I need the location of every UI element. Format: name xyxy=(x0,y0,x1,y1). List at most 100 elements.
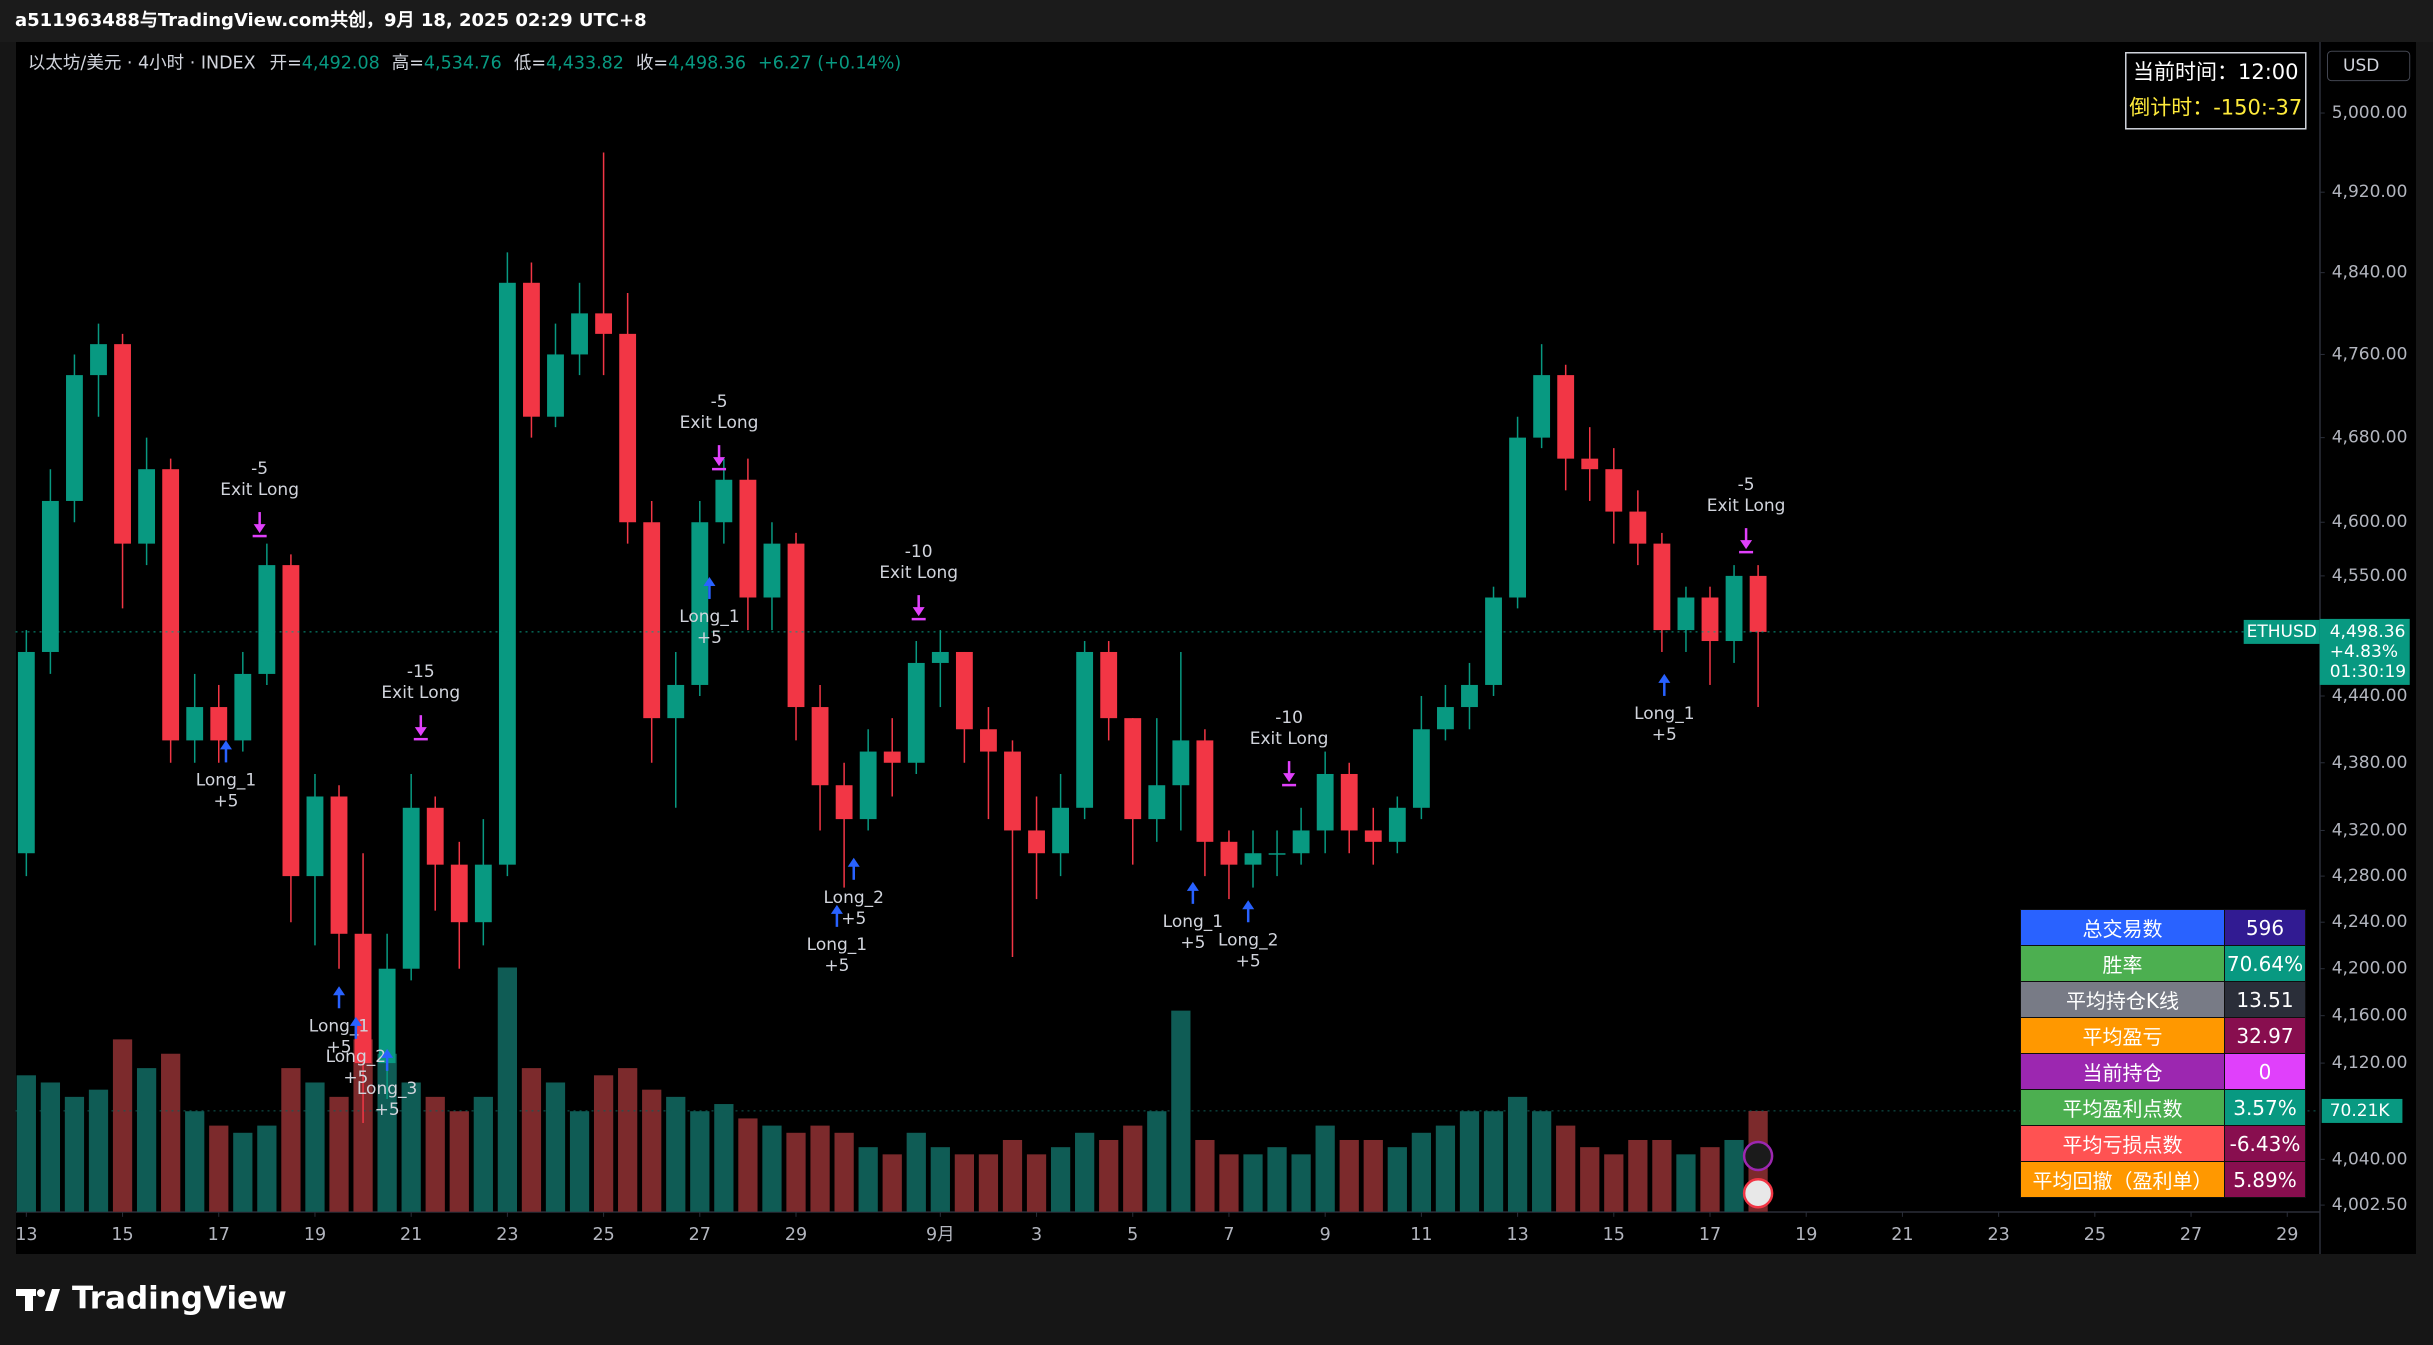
trade-qty: +5 xyxy=(213,791,238,811)
trade-qty: -10 xyxy=(1275,708,1303,728)
stats-value: 32.97 xyxy=(2224,1017,2306,1054)
candle-body xyxy=(835,785,853,820)
trade-label: Long_3 xyxy=(357,1079,417,1099)
volume-bar xyxy=(353,1039,373,1212)
volume-bar xyxy=(16,1075,36,1212)
volume-bar xyxy=(954,1154,975,1212)
x-tick-label: 13 xyxy=(15,1225,37,1245)
stats-label: 胜率 xyxy=(2020,945,2225,982)
candle-body xyxy=(1629,511,1647,544)
page-title: a511963488与TradingView.com共创，9月 18, 2025… xyxy=(15,9,647,31)
price-tag-price: 4,498.36 xyxy=(2330,622,2406,642)
candle-body xyxy=(41,500,59,652)
volume-bar xyxy=(930,1147,950,1212)
volume-bar xyxy=(593,1075,614,1212)
volume-bar xyxy=(1580,1147,1600,1212)
candle-body xyxy=(1605,469,1623,512)
info-countdown: 倒计时：-150:-37 xyxy=(2129,96,2302,120)
candle-body xyxy=(258,565,276,674)
stats-value: 596 xyxy=(2224,909,2306,946)
volume-bar xyxy=(329,1096,349,1212)
trade-label: Exit Long xyxy=(1250,729,1329,749)
candle-body xyxy=(66,375,83,501)
volume-bar xyxy=(1459,1111,1480,1212)
volume-bar xyxy=(618,1068,638,1212)
candle-body xyxy=(619,333,637,523)
volume-bar xyxy=(1676,1154,1696,1212)
currency: USD xyxy=(2343,56,2379,76)
y-tick-label: 4,040.00 xyxy=(2332,1149,2408,1169)
candle-body xyxy=(1292,830,1310,854)
stats-value: 13.51 xyxy=(2224,981,2306,1018)
x-tick-label: 27 xyxy=(689,1225,711,1245)
trade-qty: +5 xyxy=(697,628,722,648)
candle-body xyxy=(1052,807,1070,854)
candle-body xyxy=(1100,651,1118,719)
volume-bar xyxy=(281,1068,301,1212)
candle-body xyxy=(1581,458,1599,470)
candle-body xyxy=(1485,597,1502,685)
y-tick-label: 4,380.00 xyxy=(2332,753,2408,773)
legend-value: 4,433.82 xyxy=(546,54,624,74)
candle-body xyxy=(1172,740,1190,786)
candle-body xyxy=(306,796,324,877)
volume-bar xyxy=(1507,1096,1528,1212)
x-tick-label: 29 xyxy=(785,1225,807,1245)
trade-label: Long_2 xyxy=(326,1047,386,1067)
x-tick-label: 25 xyxy=(592,1225,614,1245)
volume-bar xyxy=(449,1111,469,1212)
candle-body xyxy=(595,313,613,334)
volume-bar xyxy=(1219,1154,1239,1212)
candle-body xyxy=(1004,751,1021,831)
volume-bar xyxy=(1267,1147,1287,1212)
stats-table: 总交易数 596 胜率 70.64% 平均持仓K线 13.51 平均盈亏 32.97 当前持仓 0… xyxy=(2020,909,2306,1198)
candle-body xyxy=(1412,729,1430,808)
volume-bar xyxy=(1243,1154,1263,1212)
candle-body xyxy=(1220,841,1238,865)
trade-qty: -5 xyxy=(251,459,268,479)
exit-arrow-head xyxy=(414,727,427,737)
volume-bar xyxy=(305,1082,325,1212)
entry-arrow-head xyxy=(703,576,716,586)
candle-body xyxy=(474,864,492,923)
stats-label: 平均盈利点数 xyxy=(2020,1089,2225,1126)
x-tick-label: 29 xyxy=(2276,1225,2298,1245)
candle-body xyxy=(907,662,925,763)
volume-bar xyxy=(882,1154,902,1212)
volume-bar xyxy=(1628,1139,1648,1212)
trade-qty: +5 xyxy=(326,1037,351,1057)
candle-body xyxy=(1437,707,1454,730)
exit-arrow-head xyxy=(1283,773,1296,783)
volume-bar xyxy=(1363,1139,1383,1212)
y-tick-label: 4,840.00 xyxy=(2332,263,2408,283)
ohlc-legend: 以太坊/美元 · 4小时 · INDEX 开=4,492.08 高=4,534.76… xyxy=(28,54,901,74)
x-tick-label: 25 xyxy=(2084,1225,2106,1245)
legend-value: 4,498.36 xyxy=(668,54,746,74)
volume-bar xyxy=(401,1082,421,1212)
symbol-tag-text: ETHUSD xyxy=(2247,622,2317,642)
trade-label: Exit Long xyxy=(381,683,460,703)
candle-body xyxy=(811,707,829,786)
y-tick-label: 4,280.00 xyxy=(2332,866,2408,886)
volume-bar xyxy=(810,1125,830,1212)
y-tick-label: 4,760.00 xyxy=(2332,344,2408,364)
candle-body xyxy=(114,344,131,544)
currency-box xyxy=(2326,50,2411,82)
trade-label: Long_2 xyxy=(824,888,884,908)
candle-body xyxy=(787,543,805,708)
x-tick-label: 27 xyxy=(2180,1225,2202,1245)
candle-body xyxy=(1509,437,1527,598)
volume-bar xyxy=(1026,1154,1047,1212)
candle-body xyxy=(1364,830,1382,842)
stats-value: 0 xyxy=(2224,1053,2306,1090)
candle-body xyxy=(17,651,35,854)
trade-qty: +5 xyxy=(375,1100,400,1120)
candle-body xyxy=(571,313,588,355)
candle-body xyxy=(186,707,204,741)
candle-body xyxy=(1244,853,1262,865)
trade-qty: -10 xyxy=(905,542,933,562)
trade-label: Long_2 xyxy=(1218,930,1278,950)
legend-value: 4,534.76 xyxy=(424,54,502,74)
volume-bar xyxy=(690,1111,710,1212)
